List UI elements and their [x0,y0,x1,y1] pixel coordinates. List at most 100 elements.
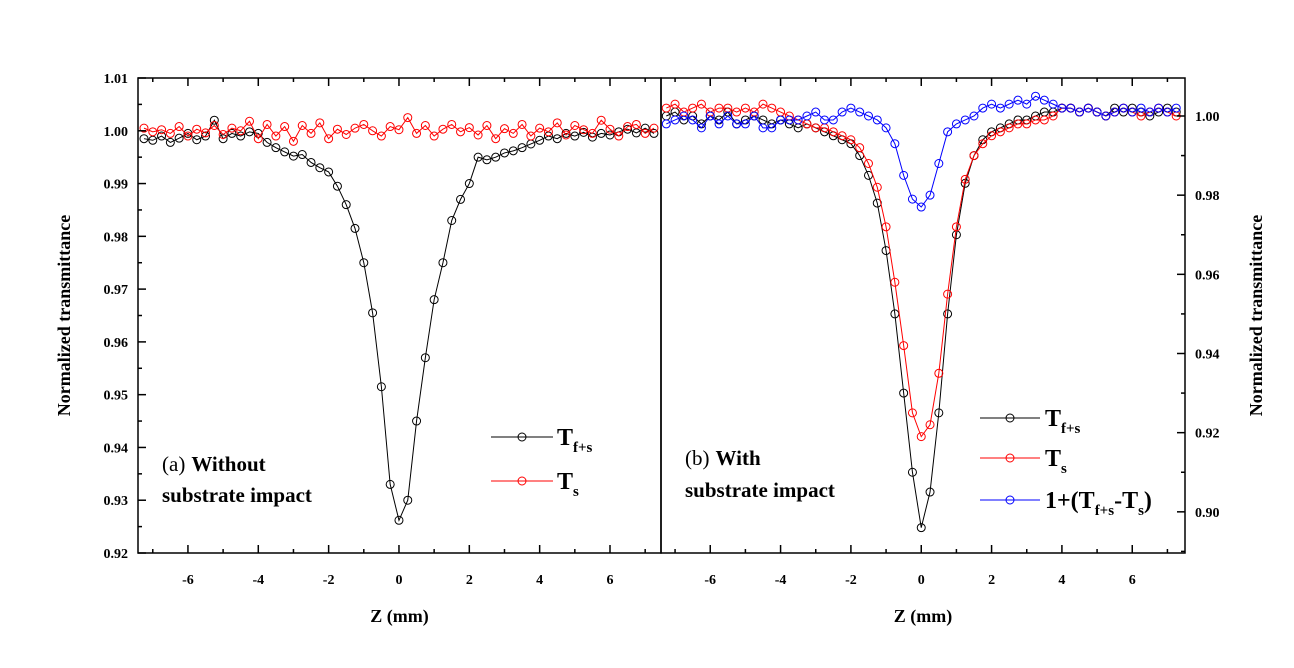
data-point [649,128,659,138]
legend-item: Ts [980,446,1067,477]
data-point [614,131,624,141]
data-point [447,119,457,129]
data-point [670,115,680,125]
x-tick-label: 2 [988,573,995,588]
x-axis-title: Z (mm) [370,606,428,627]
data-point [315,118,325,128]
data-point [1154,103,1164,113]
data-point [561,130,571,140]
data-point [705,111,715,121]
x-tick-label: -6 [704,573,716,588]
data-point [209,115,219,125]
data-point [969,111,979,121]
data-point [499,124,509,134]
data-point [1083,103,1093,113]
data-point [934,368,944,378]
data-point [925,420,935,430]
data-point [943,309,953,319]
data-point [376,131,386,141]
data-point [723,111,733,121]
data-point [1118,103,1128,113]
data-point [978,103,988,113]
data-point [1031,115,1041,125]
data-point [943,127,953,137]
data-point [324,167,334,177]
data-point [631,119,641,129]
data-point [165,128,175,138]
data-point [253,134,263,144]
data-point [767,103,777,113]
data-point [960,174,970,184]
y-tick-label: 0.97 [104,283,129,298]
data-point [244,127,254,137]
series-line-1+(Tf+s-Ts) [666,95,1177,208]
data-point [872,115,882,125]
data-point [811,123,821,133]
data-point [995,127,1005,137]
data-point [811,107,821,117]
data-point [732,119,742,129]
data-point [552,134,562,144]
y-tick-label: 0.96 [1195,268,1220,283]
legend-marker [1005,413,1015,423]
data-point [157,125,167,135]
data-point [943,289,953,299]
data-point [828,115,838,125]
x-tick-label: 6 [607,573,614,588]
legend-subscript: s [1061,461,1067,477]
data-point [403,113,413,123]
legend-subscript: s [1138,503,1144,519]
x-tick-label: -2 [845,573,857,588]
data-point [271,143,281,153]
data-point [696,123,706,133]
data-point [784,115,794,125]
data-point [280,122,290,132]
x-tick-label: 0 [918,573,925,588]
data-point [855,107,865,117]
data-point [605,130,615,140]
data-point [552,118,562,128]
legend-item: Tf+s [491,425,593,456]
data-point [350,223,360,233]
data-point [491,152,501,162]
x-axis-title: Z (mm) [894,606,952,627]
data-point [1022,99,1032,109]
data-point [951,222,961,232]
data-point [688,115,698,125]
data-point [508,128,518,138]
data-point [1013,95,1023,105]
data-point [473,130,483,140]
data-point [899,341,909,351]
data-point [802,111,812,121]
data-point [420,121,430,130]
data-point [978,139,988,149]
series-group [661,91,1181,533]
x-tick-label: 2 [466,573,473,588]
data-point [767,123,777,133]
data-point [517,143,527,153]
data-point [438,124,448,134]
data-point [456,194,466,204]
data-point [820,115,830,125]
panel-annotation-line2: substrate impact [685,478,835,502]
data-point [253,128,263,138]
data-point [174,122,184,132]
data-point [1039,95,1049,105]
data-point [385,122,395,132]
panel-letter: (b) [685,446,710,470]
legend-label: Ts [1045,446,1067,477]
x-tick-label: -4 [775,573,787,588]
y-tick-label: 0.95 [104,389,129,404]
data-point [1048,111,1058,121]
data-point [1162,107,1172,117]
data-point [1066,103,1076,113]
data-point [640,123,650,133]
legend: Tf+s Ts [491,425,593,500]
data-point [535,135,545,145]
series-line-Ts [666,103,1177,438]
legend-subscript: f+s [1061,421,1081,437]
legend-main: T [557,425,573,451]
legend-item: Ts [491,469,579,500]
